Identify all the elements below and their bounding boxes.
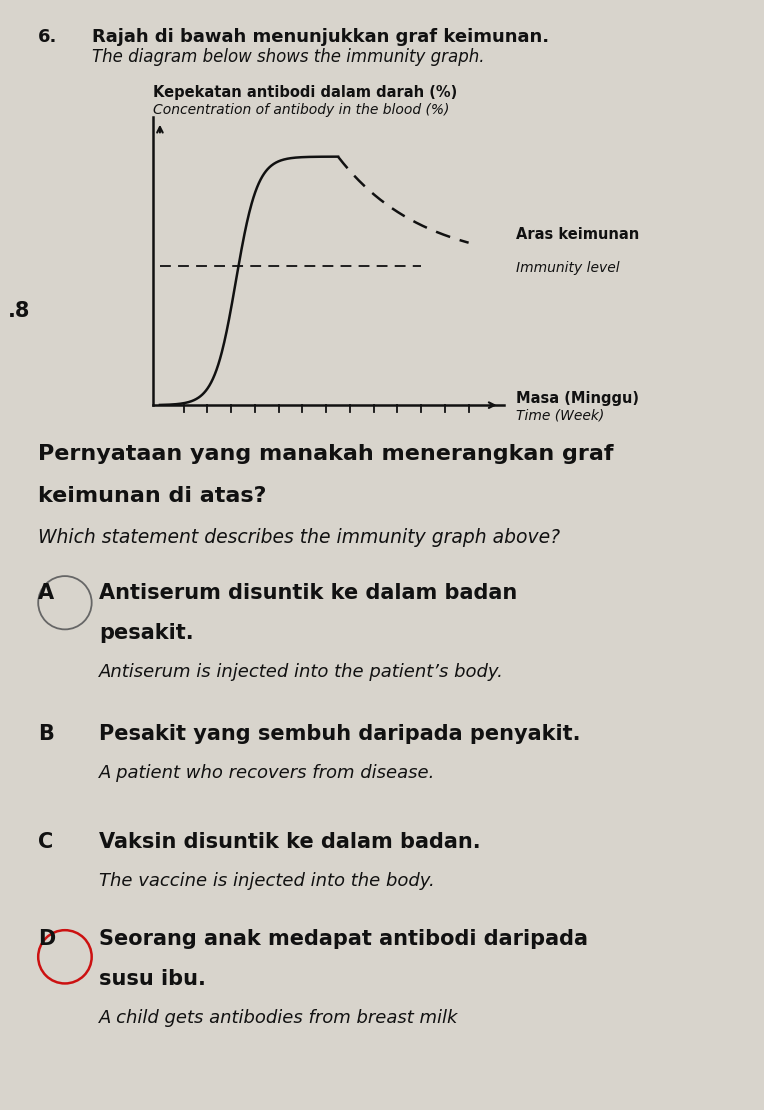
Text: Vaksin disuntik ke dalam badan.: Vaksin disuntik ke dalam badan.	[99, 832, 481, 852]
Text: keimunan di atas?: keimunan di atas?	[38, 486, 267, 506]
Text: Rajah di bawah menunjukkan graf keimunan.: Rajah di bawah menunjukkan graf keimunan…	[92, 28, 549, 46]
Text: Masa (Minggu): Masa (Minggu)	[516, 391, 639, 406]
Text: C: C	[38, 832, 53, 852]
Text: A: A	[38, 583, 54, 603]
Text: Which statement describes the immunity graph above?: Which statement describes the immunity g…	[38, 528, 560, 547]
Text: Concentration of antibody in the blood (%): Concentration of antibody in the blood (…	[153, 102, 449, 117]
Text: Immunity level: Immunity level	[516, 261, 620, 274]
Text: Pesakit yang sembuh daripada penyakit.: Pesakit yang sembuh daripada penyakit.	[99, 724, 581, 744]
Text: .8: .8	[8, 301, 30, 321]
Text: D: D	[38, 929, 56, 949]
Text: B: B	[38, 724, 54, 744]
Text: The diagram below shows the immunity graph.: The diagram below shows the immunity gra…	[92, 48, 484, 65]
Text: Seorang anak medapat antibodi daripada: Seorang anak medapat antibodi daripada	[99, 929, 588, 949]
Text: The vaccine is injected into the body.: The vaccine is injected into the body.	[99, 872, 435, 890]
Text: Antiserum is injected into the patient’s body.: Antiserum is injected into the patient’s…	[99, 663, 504, 680]
Text: pesakit.: pesakit.	[99, 623, 194, 643]
Text: A patient who recovers from disease.: A patient who recovers from disease.	[99, 764, 435, 781]
Text: susu ibu.: susu ibu.	[99, 969, 206, 989]
Text: A child gets antibodies from breast milk: A child gets antibodies from breast milk	[99, 1009, 458, 1027]
Text: Aras keimunan: Aras keimunan	[516, 226, 639, 242]
Text: Time (Week): Time (Week)	[516, 408, 604, 423]
Text: Antiserum disuntik ke dalam badan: Antiserum disuntik ke dalam badan	[99, 583, 517, 603]
Text: Kepekatan antibodi dalam darah (%): Kepekatan antibodi dalam darah (%)	[153, 84, 457, 100]
Text: 6.: 6.	[38, 28, 57, 46]
Text: Pernyataan yang manakah menerangkan graf: Pernyataan yang manakah menerangkan graf	[38, 444, 613, 464]
